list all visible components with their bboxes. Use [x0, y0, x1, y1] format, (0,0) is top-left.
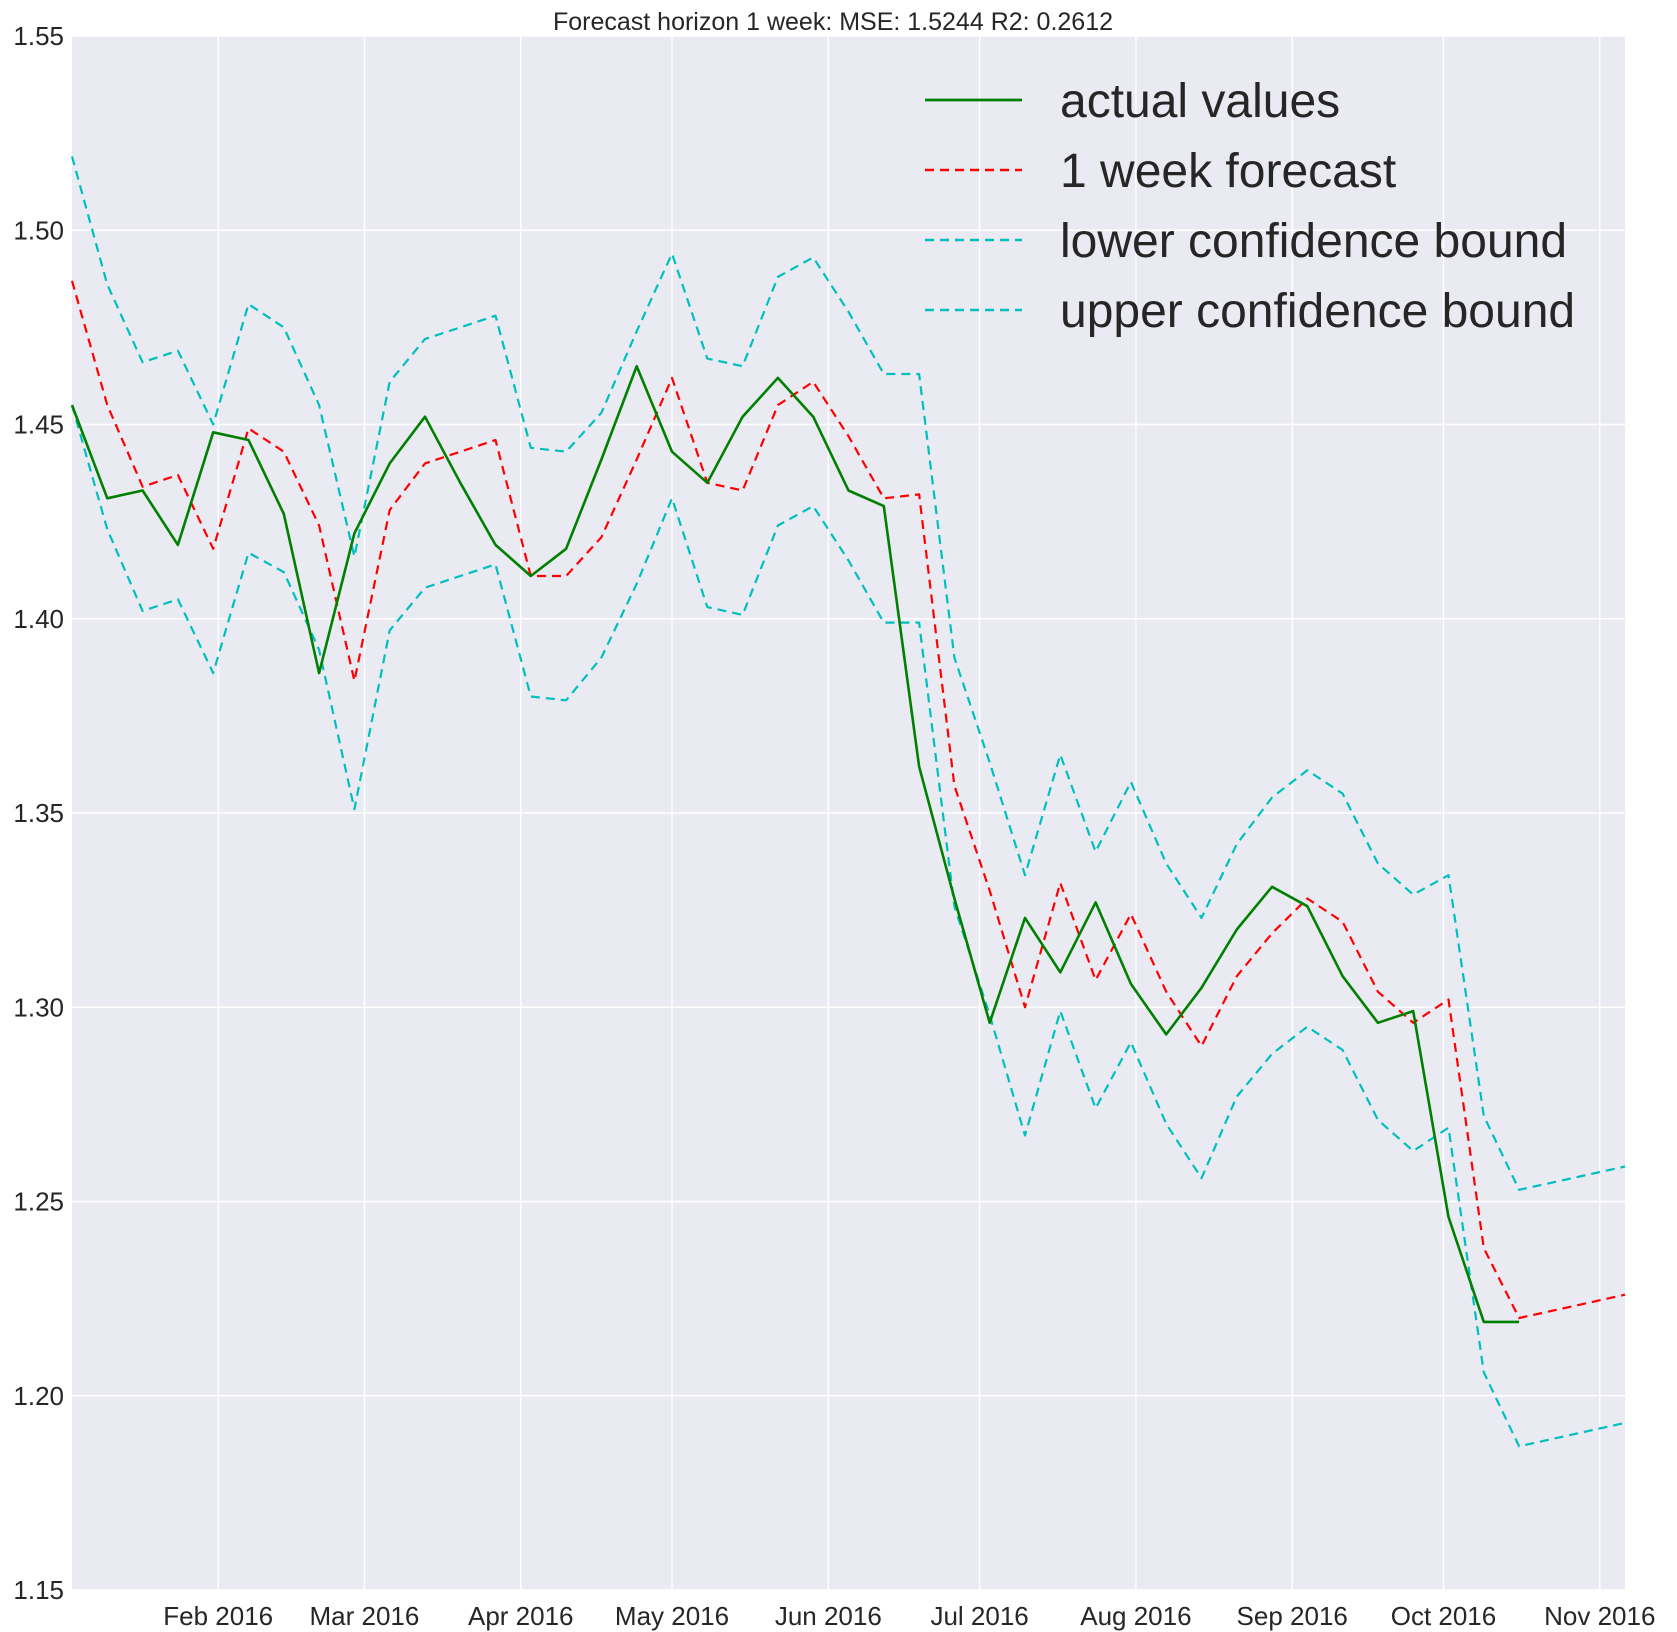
- x-tick-label: Mar 2016: [310, 1601, 420, 1631]
- y-tick-label: 1.50: [13, 215, 64, 245]
- series-line-actual-values: [70, 364, 1520, 1324]
- series-line-1-week-forecast: [70, 280, 1626, 1320]
- x-tick-label: Sep 2016: [1237, 1601, 1348, 1631]
- x-tick-label: Apr 2016: [468, 1601, 574, 1631]
- y-tick-label: 1.20: [13, 1381, 64, 1411]
- series-layer: [70, 156, 1626, 1448]
- legend-label-upper-confidence-bound: upper confidence bound: [1060, 285, 1575, 338]
- x-axis: Feb 2016 Mar 2016 Apr 2016 May 2016 Jun 2016…: [163, 1601, 1655, 1631]
- legend-label-lower-confidence-bound: lower confidence bound: [1060, 215, 1567, 268]
- legend-label-1-week-forecast: 1 week forecast: [1060, 145, 1396, 198]
- y-axis: 1.15 1.20 1.25 1.30 1.35 1.40 1.45 1.50 1.55: [13, 21, 64, 1605]
- y-tick-label: 1.55: [13, 21, 64, 51]
- y-tick-label: 1.40: [13, 604, 64, 634]
- grid: [72, 35, 1625, 1591]
- chart-title: Forecast horizon 1 week: MSE: 1.5244 R2:…: [553, 8, 1113, 36]
- x-tick-label: Jun 2016: [775, 1601, 882, 1631]
- series-line-lower-confidence-bound: [70, 404, 1626, 1448]
- y-tick-label: 1.15: [13, 1575, 64, 1605]
- legend: actual values 1 week forecast lower confid…: [925, 75, 1575, 338]
- x-tick-label: Oct 2016: [1391, 1601, 1497, 1631]
- x-tick-label: Feb 2016: [163, 1601, 273, 1631]
- y-tick-label: 1.30: [13, 992, 64, 1022]
- legend-label-actual-values: actual values: [1060, 75, 1340, 128]
- x-tick-label: Jul 2016: [930, 1601, 1028, 1631]
- y-tick-label: 1.45: [13, 410, 64, 440]
- y-tick-label: 1.35: [13, 798, 64, 828]
- x-tick-label: Nov 2016: [1544, 1601, 1655, 1631]
- x-tick-label: Aug 2016: [1080, 1601, 1191, 1631]
- x-tick-label: May 2016: [615, 1601, 729, 1631]
- series-line-upper-confidence-bound: [70, 156, 1626, 1191]
- y-tick-label: 1.25: [13, 1187, 64, 1217]
